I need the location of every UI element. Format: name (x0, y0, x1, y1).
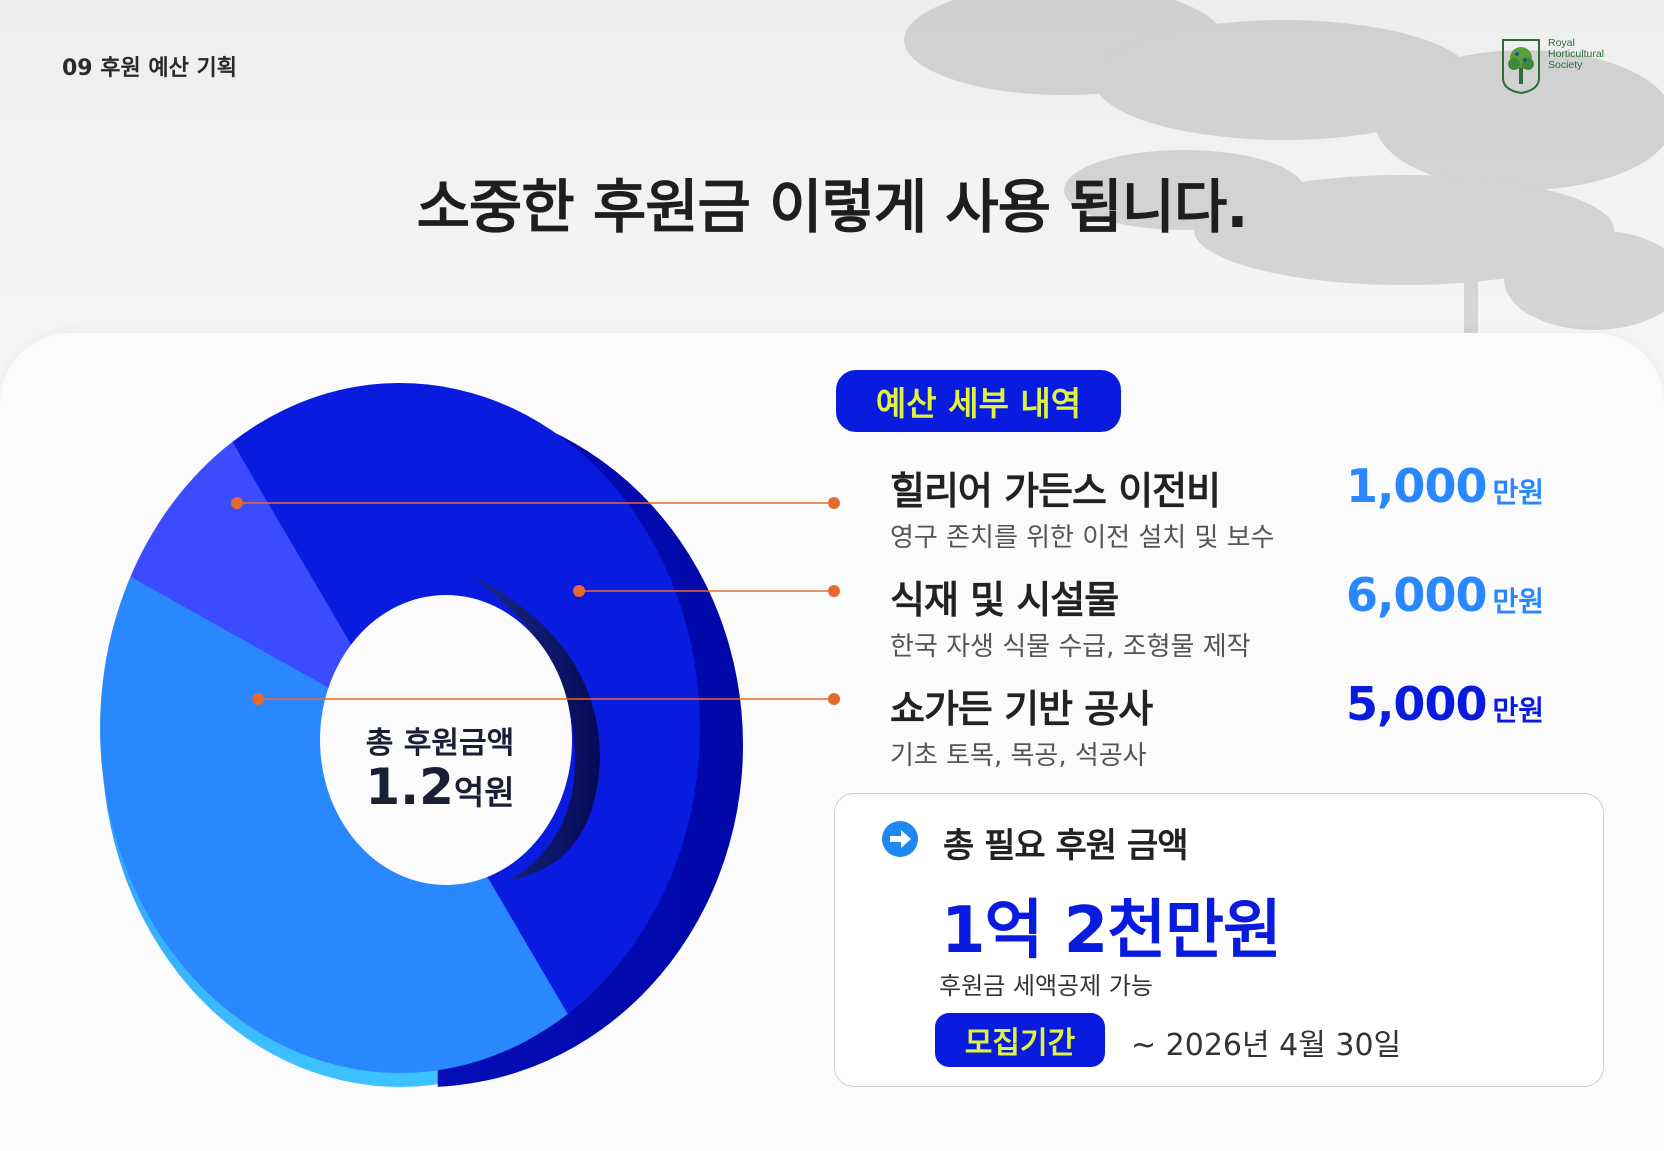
background-tree-illustration (904, 0, 1664, 360)
budget-item-title: 힐리어 가든스 이전비 (890, 469, 1221, 513)
budget-item-desc: 한국 자생 식물 수급, 조형물 제작 (890, 632, 1251, 662)
leader-dot (252, 693, 265, 705)
donut-slice (100, 576, 568, 1073)
budget-amount-unit: 만원 (1492, 585, 1544, 618)
donut-center-unit: 억원 (453, 773, 515, 812)
section-label: 09 후원 예산 기획 (62, 56, 238, 81)
tax-deduction-note: 후원금 세액공제 가능 (939, 972, 1153, 1000)
donut-chart (100, 382, 840, 1087)
leader-dot (828, 693, 840, 705)
donut-center-value: 1.2억원 (300, 758, 580, 816)
summary-value: 1억 2천만원 (941, 894, 1282, 968)
leader-dot (231, 497, 243, 509)
budget-amount: 6,000 만원 (1346, 568, 1544, 622)
donut-slice (130, 442, 400, 728)
logo-text: Royal Horticultural Society (1548, 37, 1605, 71)
budget-amount-number: 1,000 (1345, 459, 1488, 513)
budget-item-desc: 영구 존치를 위한 이전 설치 및 보수 (890, 523, 1275, 553)
budget-item-title: 식재 및 시설물 (890, 578, 1119, 622)
budget-amount-unit: 만원 (1492, 694, 1544, 727)
leader-dot (573, 585, 586, 597)
budget-amount-unit: 만원 (1492, 476, 1544, 509)
budget-item: 힐리어 가든스 이전비 영구 존치를 위한 이전 설치 및 보수 (890, 460, 1274, 554)
donut-hole (320, 595, 572, 885)
budget-details-pill: 예산 세부 내역 (836, 370, 1121, 432)
budget-amount-number: 6,000 (1345, 568, 1488, 622)
rhs-logo: Royal Horticultural Society (1500, 38, 1610, 94)
page-title: 소중한 후원금 이렇게 사용 됩니다. (416, 173, 1249, 241)
budget-item: 쇼가든 기반 공사 기초 토목, 목공, 석공사 (890, 678, 1153, 772)
arrow-right-circle-icon (882, 821, 918, 857)
donut-center-label: 총 후원금액 (365, 726, 515, 761)
period-pill: 모집기간 (935, 1013, 1105, 1067)
budget-amount-number: 5,000 (1345, 677, 1488, 731)
donut-inner-wall (470, 575, 600, 880)
budget-item-title: 쇼가든 기반 공사 (890, 687, 1153, 731)
tree-logo-icon (1502, 39, 1540, 94)
summary-box: 총 필요 후원 금액 1억 2천만원 후원금 세액공제 가능 모집기간 ~ 20… (834, 793, 1604, 1087)
budget-item-desc: 기초 토목, 목공, 석공사 (890, 741, 1147, 771)
summary-title: 총 필요 후원 금액 (943, 826, 1188, 866)
donut-center-number: 1.2 (365, 758, 454, 816)
leader-dot (828, 497, 840, 509)
leader-dot (828, 585, 840, 597)
budget-amount: 1,000 만원 (1346, 459, 1544, 513)
budget-item: 식재 및 시설물 한국 자생 식물 수급, 조형물 제작 (890, 569, 1251, 663)
period-value: ~ 2026년 4월 30일 (1131, 1028, 1402, 1063)
budget-amount: 5,000 만원 (1346, 677, 1544, 731)
